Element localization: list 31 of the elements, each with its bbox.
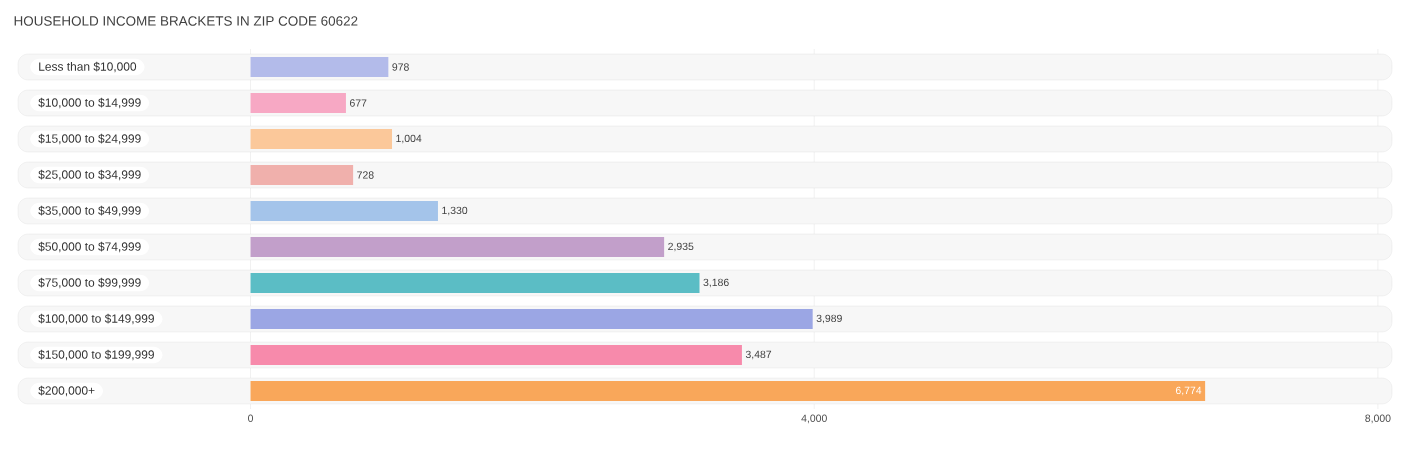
bar [250, 200, 438, 221]
data-label: 978 [392, 63, 409, 71]
y-tick-label: $100,000 to $149,999 [38, 313, 154, 325]
data-label: 728 [357, 171, 374, 179]
bar [250, 57, 389, 77]
x-tick-label: 0 [248, 414, 254, 422]
data-label: 677 [349, 99, 367, 107]
y-tick-label: $75,000 to $99,999 [38, 277, 141, 289]
bar [250, 128, 393, 149]
y-tick-label: $10,000 to $14,999 [38, 97, 141, 109]
y-tick-label: $50,000 to $74,999 [38, 241, 141, 253]
data-label: 1,004 [396, 134, 422, 144]
bar [250, 92, 346, 113]
x-tick-label: 4,000 [801, 414, 827, 424]
chart-title: HOUSEHOLD INCOME BRACKETS IN ZIP CODE 60622 [14, 16, 358, 26]
bar [250, 164, 354, 185]
y-tick-label: Less than $10,000 [39, 61, 137, 73]
bar [250, 272, 700, 293]
data-label: 3,487 [745, 350, 772, 360]
x-tick-label: 8,000 [1365, 414, 1391, 424]
y-tick-label: $25,000 to $34,999 [38, 169, 141, 181]
data-label: 2,935 [668, 242, 694, 252]
data-label: 6,774 [1175, 386, 1202, 396]
y-tick-label: $200,000+ [38, 385, 95, 397]
y-tick-label: $35,000 to $49,999 [38, 205, 141, 217]
y-tick-label: $15,000 to $24,999 [38, 133, 141, 145]
data-label: 3,186 [703, 278, 729, 288]
data-label: 1,330 [442, 206, 468, 216]
data-label: 3,989 [816, 314, 842, 324]
bar [250, 236, 665, 257]
y-tick-label: $150,000 to $199,999 [38, 349, 154, 361]
